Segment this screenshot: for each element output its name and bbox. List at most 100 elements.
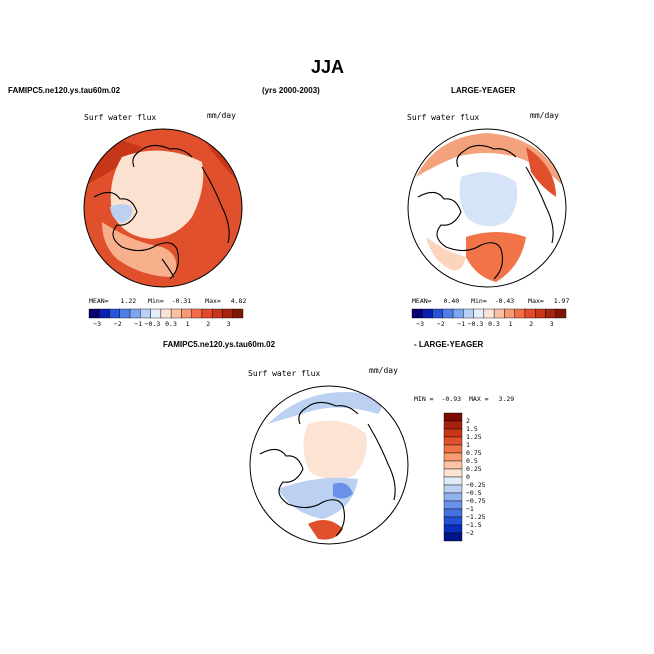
diff-colorbar-box <box>443 452 463 462</box>
obs-colorbar-box <box>504 308 515 319</box>
obs-colorbar-tick-label: 2 <box>529 320 534 328</box>
diff-max-value: 3.29 <box>498 395 515 403</box>
diff-colorbar-tick-label: −1 <box>466 505 474 513</box>
obs-colorbar-box <box>555 308 567 319</box>
model-field-blue-patch <box>110 204 133 223</box>
diff-stats-line: MIN = -0.93 MAX = 3.29 <box>414 395 514 403</box>
obs-colorbar-box <box>452 308 464 319</box>
diff-colorbar-box <box>443 492 463 502</box>
obs-min-label: Min= <box>471 297 487 305</box>
obs-stats-line: MEAN= 0.40 Min= -0.43 Max= 1.97 <box>412 297 569 305</box>
diff-colorbar-box <box>443 524 463 534</box>
diff-colorbar-tick-label: −2 <box>466 529 474 537</box>
model-colorbar-box <box>119 308 131 319</box>
years-label: (yrs 2000-2003) <box>262 86 320 95</box>
model-colorbar-tick-label: 0.3 <box>165 320 177 328</box>
obs-mean-label: MEAN= <box>412 297 432 305</box>
obs-colorbar-box <box>534 308 546 319</box>
obs-colorbar-tick-label: −1 <box>457 320 466 328</box>
obs-colorbar-tick-label: 1 <box>508 320 513 328</box>
obs-colorbar-box <box>442 308 454 319</box>
diff-colorbar-tick-label: 1 <box>466 441 470 449</box>
model-panel-title: Surf water flux <box>84 113 157 122</box>
case-label: FAMIPC5.ne120.ys.tau60m.02 <box>8 86 121 95</box>
diff-colorbar-tick-label: −0.25 <box>466 481 486 489</box>
model-colorbar-box <box>88 308 100 319</box>
model-colorbar-box <box>99 308 110 319</box>
diff-polar-map <box>249 385 409 545</box>
diff-colorbar-box <box>443 460 463 470</box>
diff-case-label: FAMIPC5.ne120.ys.tau60m.02 <box>163 340 276 349</box>
obs-max-value: 1.97 <box>553 297 570 305</box>
diff-colorbar-tick-label: −0.75 <box>466 497 486 505</box>
diff-min-label: MIN = <box>414 395 434 403</box>
model-colorbar-box <box>150 308 162 319</box>
obs-colorbar-box <box>483 308 495 319</box>
obs-colorbar-box <box>514 308 526 319</box>
model-colorbar-ticks: −3 −2 −1 −0.3 0.3 1 2 3 <box>89 320 243 330</box>
diff-obs-label: - LARGE-YEAGER <box>414 340 484 349</box>
obs-min-value: -0.43 <box>494 297 515 305</box>
obs-field-blue-region <box>459 172 518 227</box>
obs-field-orange-band <box>416 133 564 187</box>
model-colorbar <box>88 308 244 319</box>
obs-colorbar-tick-label: −3 <box>416 320 425 328</box>
obs-colorbar-tick-label: −0.3 <box>467 320 484 328</box>
page-title: JJA <box>311 57 345 77</box>
diff-colorbar-box <box>443 516 463 526</box>
model-max-value: 4.82 <box>230 297 247 305</box>
diff-colorbar-ticks: 2 1.5 1.25 1 0.75 0.5 0.25 0 −0.25 −0.5 −0.75 −1 −1.… <box>466 413 506 541</box>
diff-max-label: MAX = <box>469 395 489 403</box>
obs-panel-title: Surf water flux <box>407 113 480 122</box>
diff-colorbar-tick-label: −0.5 <box>466 489 482 497</box>
diff-coastline <box>259 401 396 537</box>
obs-colorbar-box <box>545 308 556 319</box>
diff-colorbar-box <box>443 532 463 542</box>
diff-colorbar-box <box>443 436 463 446</box>
obs-coastline <box>417 144 554 280</box>
diff-colorbar-tick-label: 0.75 <box>466 449 482 457</box>
model-panel-units: mm/day <box>207 111 236 120</box>
model-colorbar-box <box>109 308 120 319</box>
obs-label: LARGE-YEAGER <box>451 86 516 95</box>
obs-colorbar-ticks: −3 −2 −1 −0.3 0.3 1 2 3 <box>412 320 566 330</box>
diff-colorbar-tick-label: 0 <box>466 473 470 481</box>
obs-colorbar-tick-label: 0.3 <box>488 320 500 328</box>
model-colorbar-box <box>129 308 141 319</box>
obs-colorbar-box <box>463 308 474 319</box>
diff-colorbar-box <box>443 412 463 422</box>
model-max-label: Max= <box>205 297 221 305</box>
model-field-mid-region <box>102 222 177 277</box>
obs-colorbar-box <box>411 308 423 319</box>
obs-colorbar-box <box>473 308 485 319</box>
obs-panel-units: mm/day <box>530 111 559 120</box>
diff-field-deep-blue <box>333 482 353 499</box>
model-min-value: -0.31 <box>171 297 192 305</box>
model-colorbar-tick-label: 2 <box>206 320 211 328</box>
diff-panel-title: Surf water flux <box>248 369 321 378</box>
diff-colorbar-tick-label: −1.25 <box>466 513 486 521</box>
diff-colorbar-box <box>443 444 463 454</box>
obs-colorbar-box <box>422 308 433 319</box>
diff-min-value: -0.93 <box>441 395 462 403</box>
obs-field-light-band <box>426 237 466 271</box>
model-stats-line: MEAN= 1.22 Min= -0.31 Max= 4.82 <box>89 297 246 305</box>
model-colorbar-box <box>232 308 244 319</box>
obs-max-label: Max= <box>528 297 544 305</box>
model-colorbar-box <box>222 308 233 319</box>
obs-colorbar-box <box>432 308 443 319</box>
diff-colorbar-box <box>443 428 463 438</box>
diff-field-top-blue <box>268 392 382 424</box>
model-colorbar-tick-label: −0.3 <box>144 320 161 328</box>
obs-colorbar-tick-label: 3 <box>549 320 554 328</box>
obs-field-dark-patch <box>526 147 556 197</box>
obs-colorbar-tick-label: −2 <box>436 320 445 328</box>
diff-colorbar-tick-label: 2 <box>466 417 470 425</box>
diff-colorbar <box>443 412 463 542</box>
obs-mean-value: 0.40 <box>443 297 460 305</box>
model-colorbar-tick-label: 3 <box>226 320 231 328</box>
model-coastline <box>93 144 230 280</box>
model-colorbar-box <box>181 308 192 319</box>
model-colorbar-box <box>160 308 172 319</box>
diff-colorbar-box <box>443 476 463 486</box>
